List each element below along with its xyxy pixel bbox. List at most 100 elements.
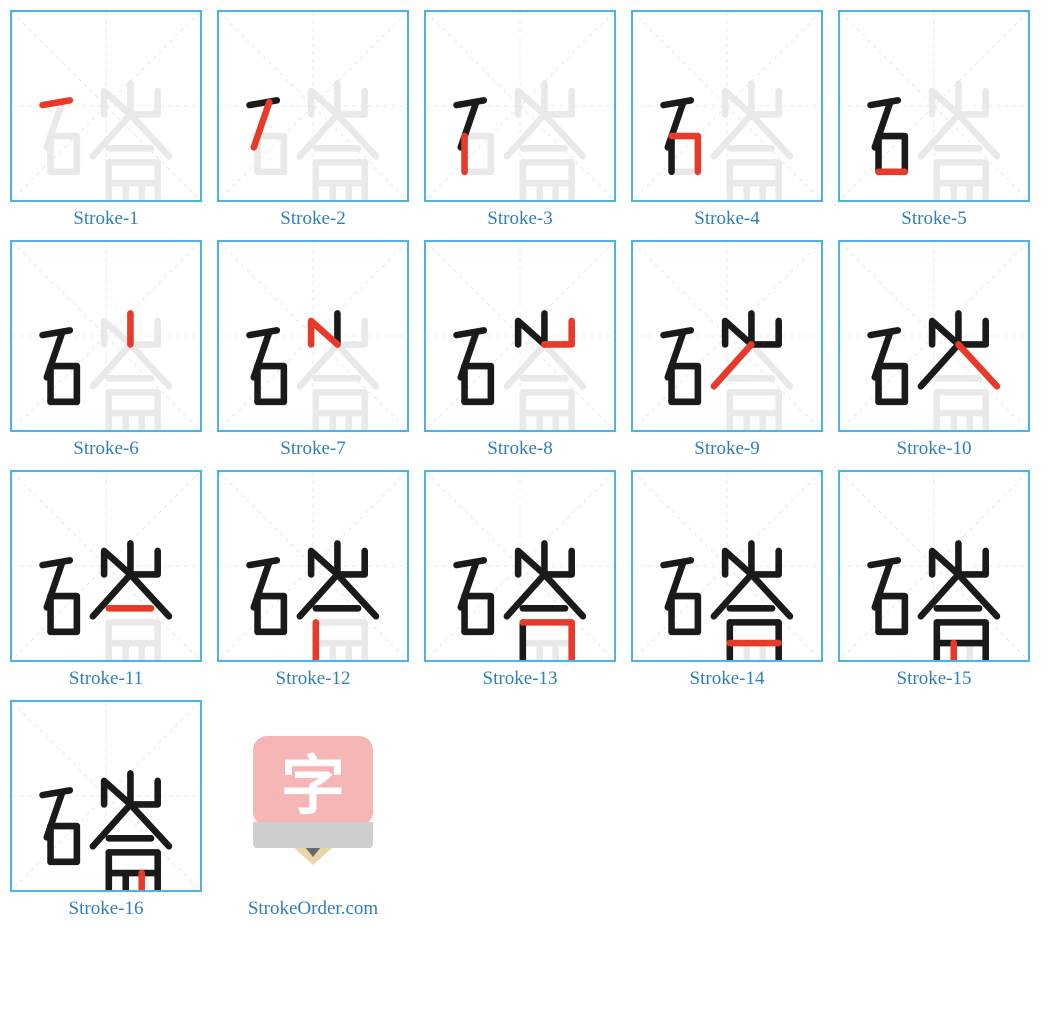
stroke-7-done [104, 551, 130, 574]
char-svg [12, 242, 200, 432]
stroke-7-ghost [725, 91, 751, 114]
caption: Stroke-10 [897, 438, 972, 460]
stroke-8-ghost [751, 91, 778, 114]
logo-char: 字 [253, 736, 373, 826]
tile [631, 240, 823, 432]
cell-stroke-10: Stroke-10 [838, 240, 1030, 460]
stroke-7-ghost [518, 91, 544, 114]
stroke-7-current [311, 321, 337, 344]
caption: Stroke-12 [276, 668, 351, 690]
stroke-1-done [871, 100, 898, 105]
cell-stroke-13: Stroke-13 [424, 470, 616, 690]
char-svg [219, 12, 407, 202]
char-svg [12, 12, 200, 202]
char-svg [12, 472, 200, 662]
tile [838, 470, 1030, 662]
caption: Stroke-1 [73, 208, 138, 230]
tile [424, 470, 616, 662]
cell-stroke-14: Stroke-14 [631, 470, 823, 690]
cell-stroke-1: Stroke-1 [10, 10, 202, 230]
stroke-7-done [311, 551, 337, 574]
stroke-1-done [43, 560, 70, 565]
stroke-7-done [104, 781, 130, 804]
stroke-8-ghost [544, 91, 571, 114]
char-svg [426, 242, 614, 432]
caption: Stroke-14 [690, 668, 765, 690]
caption: Stroke-16 [69, 898, 144, 920]
stroke-4-ghost [51, 136, 77, 172]
stroke-8-done [337, 551, 364, 574]
tile [631, 470, 823, 662]
logo-tile: 字 [217, 700, 409, 892]
tile [217, 470, 409, 662]
caption: Stroke-5 [901, 208, 966, 230]
stroke-7-ghost [311, 91, 337, 114]
stroke-4-done [51, 826, 77, 862]
stroke-8-done [958, 321, 985, 344]
char-svg [840, 12, 1028, 202]
cell-stroke-2: Stroke-2 [217, 10, 409, 230]
stroke-8-ghost [337, 91, 364, 114]
tile [217, 10, 409, 202]
caption: Stroke-7 [280, 438, 345, 460]
stroke-1-done [871, 560, 898, 565]
cell-stroke-7: Stroke-7 [217, 240, 409, 460]
tile [838, 240, 1030, 432]
cell-stroke-9: Stroke-9 [631, 240, 823, 460]
stroke-1-done [871, 330, 898, 335]
char-svg [426, 12, 614, 202]
cell-stroke-3: Stroke-3 [424, 10, 616, 230]
tile [424, 240, 616, 432]
stroke-2-current [254, 102, 270, 147]
stroke-4-current [672, 136, 698, 172]
cell-stroke-8: Stroke-8 [424, 240, 616, 460]
caption: Stroke-11 [69, 668, 143, 690]
stroke-7-done [725, 321, 751, 344]
stroke-1-done [250, 560, 277, 565]
stroke-1-done [664, 330, 691, 335]
stroke-4-done [672, 596, 698, 632]
char-svg [840, 472, 1028, 662]
logo-caption: StrokeOrder.com [248, 898, 378, 920]
stroke-8-ghost [130, 321, 157, 344]
caption: Stroke-9 [694, 438, 759, 460]
stroke-1-done [250, 100, 277, 105]
char-svg [426, 472, 614, 662]
stroke-4-done [51, 366, 77, 402]
caption: Stroke-6 [73, 438, 138, 460]
char-svg [12, 702, 200, 892]
stroke-8-ghost [130, 91, 157, 114]
stroke-7-ghost [932, 91, 958, 114]
cell-stroke-16: Stroke-16 [10, 700, 202, 920]
stroke-8-ghost [958, 91, 985, 114]
caption: Stroke-2 [280, 208, 345, 230]
stroke-7-done [518, 321, 544, 344]
stroke-7-done [932, 321, 958, 344]
tile [10, 700, 202, 892]
tile [217, 240, 409, 432]
tile [838, 10, 1030, 202]
stroke-4-done [465, 596, 491, 632]
stroke-8-done [544, 551, 571, 574]
cell-stroke-12: Stroke-12 [217, 470, 409, 690]
char-svg [633, 12, 821, 202]
stroke-7-done [725, 551, 751, 574]
caption: Stroke-15 [897, 668, 972, 690]
stroke-7-done [932, 551, 958, 574]
stroke-8-done [130, 781, 157, 804]
stroke-4-ghost [258, 136, 284, 172]
caption: Stroke-13 [483, 668, 558, 690]
stroke-4-done [465, 366, 491, 402]
stroke-1-done [250, 330, 277, 335]
caption: Stroke-4 [694, 208, 759, 230]
char-svg [840, 242, 1028, 432]
tile [10, 10, 202, 202]
stroke-4-done [879, 366, 905, 402]
cell-stroke-5: Stroke-5 [838, 10, 1030, 230]
char-svg [219, 242, 407, 432]
stroke-4-done [258, 366, 284, 402]
stroke-1-done [43, 790, 70, 795]
char-svg [633, 242, 821, 432]
tile [10, 240, 202, 432]
tile [10, 470, 202, 662]
